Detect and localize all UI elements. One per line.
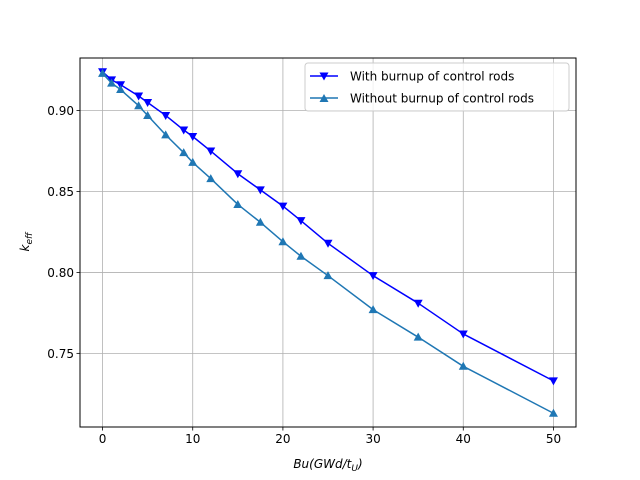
data-point-marker <box>116 85 126 94</box>
y-tick-label: 0.75 <box>47 347 74 361</box>
legend: With burnup of control rods Without burn… <box>304 62 570 112</box>
data-point-marker <box>107 78 117 87</box>
data-point-marker <box>548 377 558 386</box>
series-2 <box>98 68 558 417</box>
x-axis-label: Bu(GWd/tU) <box>293 457 362 474</box>
data-point-marker <box>161 130 171 139</box>
data-point-marker <box>413 332 423 341</box>
series-1 <box>98 68 558 386</box>
data-point-marker <box>134 92 144 101</box>
data-point-marker <box>278 202 288 211</box>
data-point-marker <box>143 110 153 119</box>
data-point-marker <box>233 170 243 179</box>
data-point-marker <box>134 101 144 110</box>
data-point-marker <box>233 199 243 208</box>
y-tick-label: 0.90 <box>47 104 74 118</box>
legend-label-without-burnup: Without burnup of control rods <box>350 92 534 106</box>
legend-marker-triangle-up-icon <box>319 94 329 102</box>
data-point-marker <box>255 186 265 195</box>
x-tick-label: 30 <box>365 432 380 446</box>
data-point-marker <box>368 272 378 281</box>
x-tick-label: 20 <box>275 432 290 446</box>
series-line <box>101 72 554 414</box>
data-point-marker <box>206 174 216 183</box>
legend-box <box>304 62 570 112</box>
data-point-marker <box>413 299 423 308</box>
x-tick-label: 40 <box>456 432 471 446</box>
data-point-marker <box>458 330 468 339</box>
data-point-marker <box>548 408 558 417</box>
data-point-marker <box>296 217 306 226</box>
data-point-marker <box>255 217 265 226</box>
data-point-marker <box>179 126 189 135</box>
plot-area-frame <box>79 57 577 428</box>
data-point-marker <box>458 361 468 370</box>
data-point-marker <box>179 148 189 157</box>
data-point-marker <box>188 132 198 141</box>
y-axis-label: keff <box>18 231 35 251</box>
x-tick-label: 50 <box>546 432 561 446</box>
data-point-marker <box>206 147 216 156</box>
data-point-marker <box>278 237 288 246</box>
data-point-marker <box>368 305 378 314</box>
data-point-marker <box>161 111 171 120</box>
x-tick-label: 10 <box>185 432 200 446</box>
data-point-marker <box>98 68 108 77</box>
data-point-marker <box>296 251 306 260</box>
data-point-marker <box>143 99 153 108</box>
y-tick-label: 0.85 <box>47 185 74 199</box>
data-point-marker <box>323 239 333 248</box>
data-point-marker <box>188 157 198 166</box>
legend-marker-triangle-down-icon <box>319 72 329 81</box>
x-tick-label: 0 <box>99 432 107 446</box>
y-tick-label: 0.80 <box>47 266 74 280</box>
legend-label-with-burnup: With burnup of control rods <box>350 70 514 84</box>
data-point-marker <box>323 271 333 280</box>
axis-ticks: 0 10 20 30 40 50 0.75 0.80 0.85 0.90 <box>47 104 561 446</box>
series-layer <box>98 68 558 417</box>
